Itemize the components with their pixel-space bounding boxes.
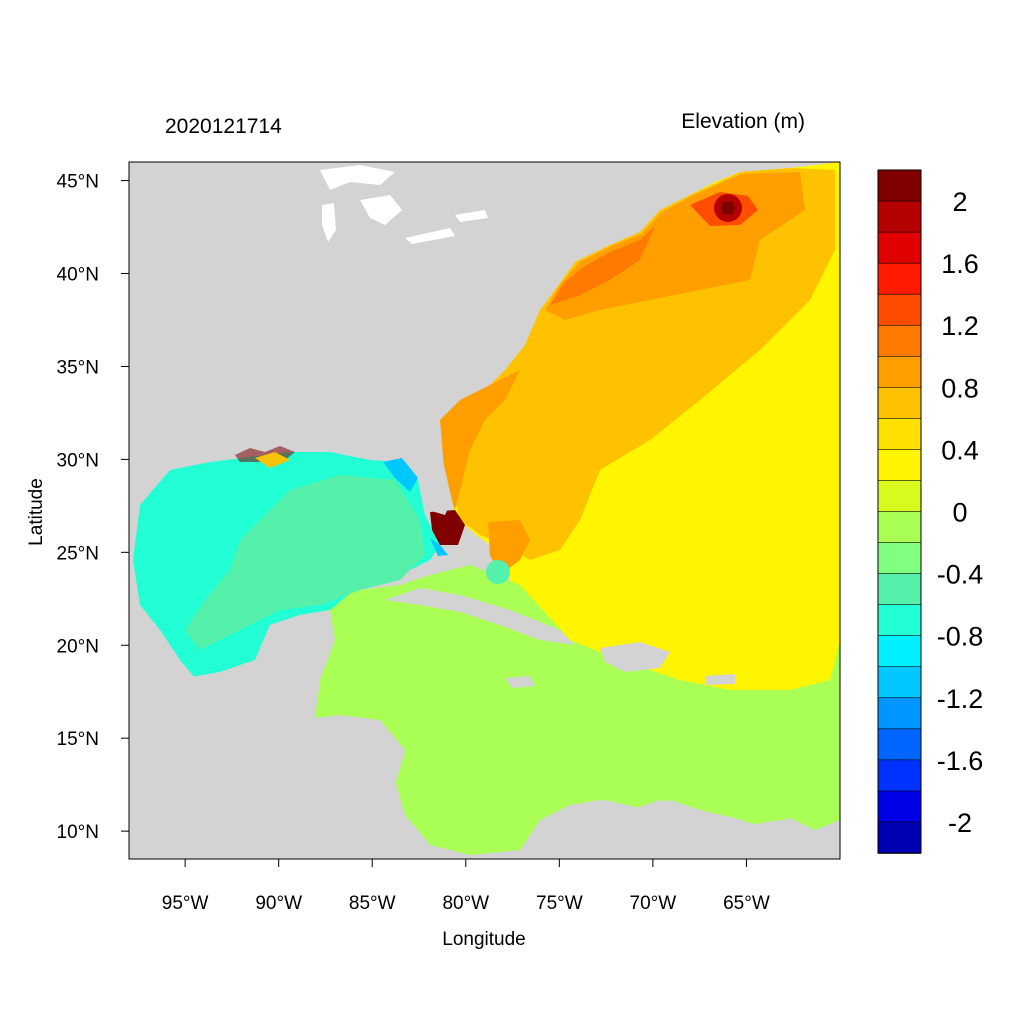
y-tick-label: 25°N <box>57 543 99 564</box>
y-tick-label: 10°N <box>57 822 99 843</box>
gulf-interior <box>185 475 425 650</box>
variable-title: Elevation (m) <box>681 110 805 133</box>
bay-of-fundy-core <box>721 201 735 215</box>
x-tick-label: 65°W <box>723 893 770 914</box>
colorbar-label: -0.4 <box>937 560 984 590</box>
x-axis-label: Longitude <box>442 929 525 950</box>
y-tick-label: 40°N <box>57 265 99 286</box>
lake-erie <box>405 228 455 244</box>
colorbar-swatch <box>877 697 922 730</box>
colorbar-swatch <box>877 387 922 420</box>
y-axis-label: Latitude <box>26 478 47 546</box>
caribbean-sea <box>315 565 840 859</box>
colorbar-swatch <box>877 511 922 544</box>
colorbar-label: -0.8 <box>937 622 984 652</box>
colorbar: 2 1.6 1.2 0.8 0.4 0 -0.4 -0.8 -1.2 -1.6 -2 <box>877 169 984 854</box>
y-tick-label: 20°N <box>57 636 99 657</box>
colorbar-swatch <box>877 635 922 668</box>
colorbar-label: -2 <box>948 808 972 838</box>
map-frame <box>128 161 841 860</box>
land-puerto-rico <box>705 674 735 685</box>
y-axis: 45°N 40°N 35°N 30°N 25°N 20°N 15°N 10°N <box>57 172 129 843</box>
colorbar-swatch <box>877 728 922 761</box>
land-florida <box>410 445 452 515</box>
big-bend-low <box>383 458 418 492</box>
colorbar-frame <box>877 169 922 854</box>
colorbar-swatch <box>877 573 922 606</box>
land-hispaniola <box>600 642 670 672</box>
lake-superior <box>320 165 395 190</box>
y-tick-label: 30°N <box>57 450 99 471</box>
florida-surge <box>430 510 465 545</box>
x-tick-label: 70°W <box>630 893 677 914</box>
colorbar-label: 1.2 <box>941 311 979 341</box>
x-tick-label: 85°W <box>349 893 396 914</box>
colorbar-swatch <box>877 200 922 233</box>
florida-keys-low <box>430 538 448 556</box>
colorbar-swatch <box>877 449 922 482</box>
colorbar-swatch <box>877 480 922 513</box>
land-yucatan <box>185 610 335 720</box>
colorbar-label: 0 <box>952 498 967 528</box>
land-south-america <box>520 800 840 859</box>
colorbar-swatch <box>877 759 922 792</box>
colorbar-label: 1.6 <box>941 249 979 279</box>
lake-huron <box>360 195 402 225</box>
land-jamaica <box>505 676 535 688</box>
gulf-coast-highlight <box>255 452 290 468</box>
colorbar-label: 0.4 <box>941 435 979 465</box>
colorbar-swatch <box>877 666 922 699</box>
colorbar-label: 2 <box>952 187 967 217</box>
lake-ontario <box>455 210 488 222</box>
colorbar-swatch <box>877 604 922 637</box>
colorbar-swatch <box>877 790 922 823</box>
x-tick-label: 75°W <box>536 893 583 914</box>
land-central-america <box>129 700 430 859</box>
y-tick-label: 15°N <box>57 729 99 750</box>
colorbar-swatch <box>877 418 922 451</box>
elevation-band-1.2 <box>550 226 655 305</box>
lake-michigan <box>322 203 336 242</box>
colorbar-swatch <box>877 262 922 295</box>
colorbar-swatch <box>877 293 922 327</box>
colorbar-label: -1.6 <box>937 746 984 776</box>
x-tick-label: 90°W <box>255 893 302 914</box>
y-tick-label: 45°N <box>57 172 99 193</box>
colorbar-swatch <box>877 231 922 264</box>
elevation-band-florida <box>440 370 520 510</box>
colorbar-label: 0.8 <box>941 373 979 403</box>
map-panel <box>129 162 840 859</box>
land-cuba <box>385 588 575 645</box>
colorbar-swatch <box>877 355 922 389</box>
colorbar-swatch <box>877 324 922 358</box>
y-tick-label: 35°N <box>57 357 99 378</box>
colorbar-label: -1.2 <box>937 684 984 714</box>
x-tick-label: 80°W <box>442 893 489 914</box>
timestamp-title: 2020121714 <box>165 115 282 138</box>
x-axis: 95°W 90°W 85°W 80°W 75°W 70°W 65°W <box>162 859 770 914</box>
bahamas-eddy <box>486 560 510 584</box>
colorbar-swatch <box>877 169 922 202</box>
colorbar-swatch <box>877 542 922 575</box>
x-tick-label: 95°W <box>162 893 209 914</box>
colorbar-swatch <box>877 821 922 854</box>
